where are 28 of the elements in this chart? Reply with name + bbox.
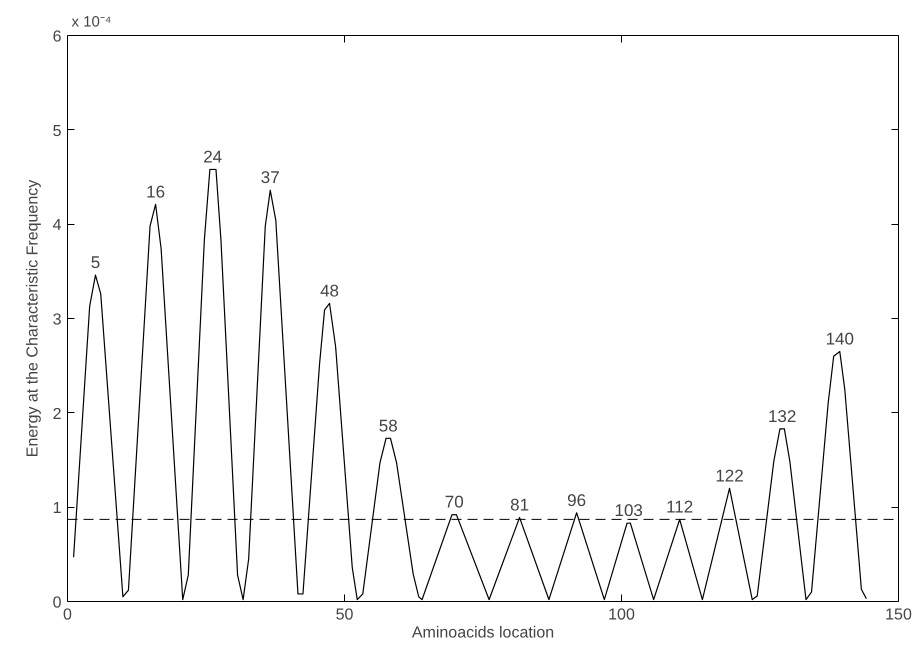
x-tick-label: 0 [63,606,72,624]
annotation: 58 [378,416,398,436]
annotation: 112 [666,497,694,516]
y-tick-label: 2 [52,406,62,423]
text: x 10⁻⁴ [72,14,112,30]
y-tick-label: 6 [52,28,62,46]
x-tick-label: 150 [885,606,912,624]
x-axis-title: Aminoacids location [412,624,554,642]
annotation: 122 [715,466,744,486]
y-tick-label: 4 [52,217,62,234]
annotation: 24 [203,147,222,166]
annotation: 81 [510,496,530,515]
annotation: 96 [567,490,586,510]
annotation: 37 [260,168,280,188]
annotation: 132 [768,406,796,426]
annotation: 103 [614,501,643,520]
y-tick-label: 1 [52,500,62,518]
y-tick-label: 3 [52,312,62,328]
annotation: 16 [146,182,166,202]
annotation: 5 [90,253,100,272]
x-tick-label: 50 [336,606,354,624]
y-tick-label: 5 [52,122,62,140]
y-tick-label: 0 [52,594,62,612]
x-tick-label: 100 [608,606,635,624]
annotation: 140 [826,330,854,349]
annotation: 70 [444,492,464,512]
y-axis-title: Energy at the Characteristic Frequency [24,180,42,458]
annotation: 48 [320,281,340,300]
